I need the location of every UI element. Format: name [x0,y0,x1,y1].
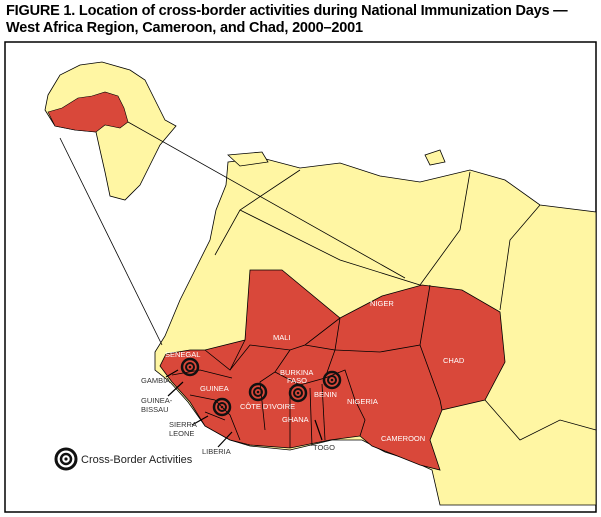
label-sierra-leone-2: LEONE [169,429,194,438]
label-gambia: GAMBIA [141,376,170,385]
inset-connector-line [59,137,163,346]
label-niger: NIGER [370,299,394,308]
label-cote-divoire: CÔTE D'IVOIRE [240,402,295,411]
label-nigeria: NIGERIA [347,397,378,406]
inset-connector-line [127,121,406,279]
target-icon [322,370,342,390]
label-ghana: GHANA [282,415,309,424]
label-cameroon: CAMEROON [381,434,425,443]
target-icon [180,357,200,377]
leader-lines [165,369,323,448]
legend-label: Cross-Border Activities [81,454,193,466]
border-lines-north-3 [499,204,541,311]
label-mali: MALI [273,333,291,342]
label-senegal: SENEGAL [165,350,200,359]
label-faso: FASO [287,376,307,385]
land-europe-fragment [227,151,269,167]
country-borders [171,284,443,448]
legend: Cross-Border Activities [54,447,193,471]
target-icon [288,383,308,403]
highlighted-countries [159,269,506,471]
target-icon [212,397,232,417]
border-lines-north-2 [239,171,471,286]
figure-title: FIGURE 1. Location of cross-border activ… [6,3,568,36]
land-island [424,149,446,166]
label-burkina: BURKINA [280,368,313,377]
border-lines-south [484,399,597,441]
inset-africa [44,61,177,201]
target-icon [54,447,78,471]
label-liberia: LIBERIA [202,447,231,456]
label-benin: BENIN [314,390,337,399]
target-icon [248,382,268,402]
label-guinea-bissau-1: GUINEA- [141,396,173,405]
cross-border-markers [180,357,342,417]
label-togo: TOGO [313,443,335,452]
label-guinea-bissau-2: BISSAU [141,405,169,414]
label-chad: CHAD [443,356,465,365]
label-guinea: GUINEA [200,384,229,393]
label-sierra-leone-1: SIERRA [169,420,197,429]
